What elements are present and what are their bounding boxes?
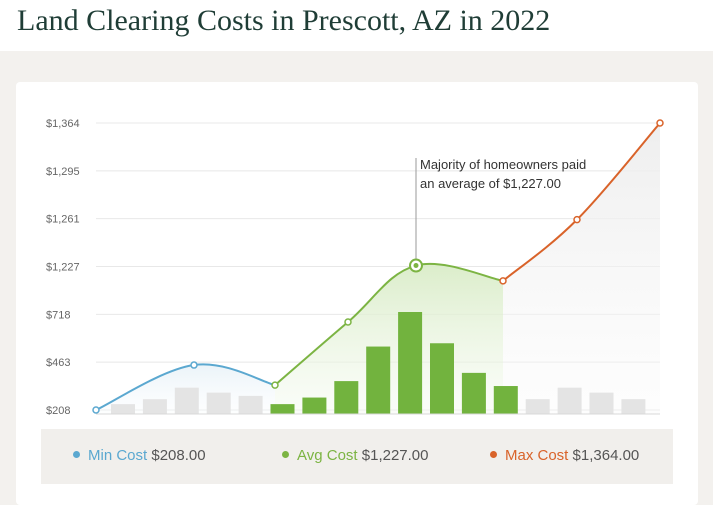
bar <box>270 404 295 414</box>
legend-item-min: Min Cost $208.00 <box>73 447 206 464</box>
y-tick-label: $1,261 <box>46 214 80 226</box>
curve-point <box>271 381 279 389</box>
bar <box>557 387 582 414</box>
legend-dot-min <box>73 451 80 458</box>
curve-point <box>190 361 198 369</box>
legend-label-avg: Avg Cost <box>297 447 358 464</box>
chart-legend: Min Cost $208.00 Avg Cost $1,227.00 Max … <box>41 429 673 484</box>
y-tick-label: $1,227 <box>46 262 80 274</box>
highlight-point-inner <box>413 263 419 269</box>
legend-label-max: Max Cost <box>505 447 569 464</box>
curve-point <box>499 277 507 285</box>
bar <box>334 381 359 414</box>
bar <box>206 392 231 414</box>
bar <box>366 346 391 414</box>
bar <box>430 343 454 414</box>
curve-point <box>656 119 664 127</box>
legend-dot-max <box>490 451 497 458</box>
bar <box>174 387 199 414</box>
line-avg <box>274 263 504 386</box>
bar <box>525 399 550 414</box>
y-tick-label: $1,295 <box>46 166 80 178</box>
annotation-line-2: an average of $1,227.00 <box>420 176 561 191</box>
y-tick-label: $463 <box>46 357 70 369</box>
bar <box>238 395 263 414</box>
y-tick-label: $1,364 <box>46 118 80 130</box>
legend-dot-avg <box>282 451 289 458</box>
cost-chart: $1,364 $1,295 $1,261 $1,227 $718 $463 $208 <box>46 118 664 417</box>
bar <box>493 386 518 414</box>
y-tick-label: $718 <box>46 309 70 321</box>
bar <box>398 312 423 414</box>
y-tick-label: $208 <box>46 405 70 417</box>
legend-label-min: Min Cost <box>88 447 148 464</box>
bar <box>589 392 614 414</box>
curve-point <box>344 318 352 326</box>
annotation-line-1: Majority of homeowners paid <box>420 157 587 172</box>
bar <box>111 404 135 414</box>
bar <box>621 399 646 414</box>
bar <box>302 397 327 414</box>
area-max <box>503 123 660 414</box>
curve-point <box>573 215 581 224</box>
bar <box>461 372 486 414</box>
legend-item-max: Max Cost $1,364.00 <box>490 447 639 464</box>
legend-value-avg: $1,227.00 <box>361 447 429 464</box>
legend-value-max: $1,364.00 <box>572 447 640 464</box>
legend-value-min: $208.00 <box>151 447 206 464</box>
page-title: Land Clearing Costs in Prescott, AZ in 2… <box>17 4 551 37</box>
bar <box>142 399 167 414</box>
curve-point <box>92 406 100 414</box>
legend-item-avg: Avg Cost $1,227.00 <box>282 447 429 464</box>
chart-annotation: Majority of homeowners paid an average o… <box>420 155 586 193</box>
